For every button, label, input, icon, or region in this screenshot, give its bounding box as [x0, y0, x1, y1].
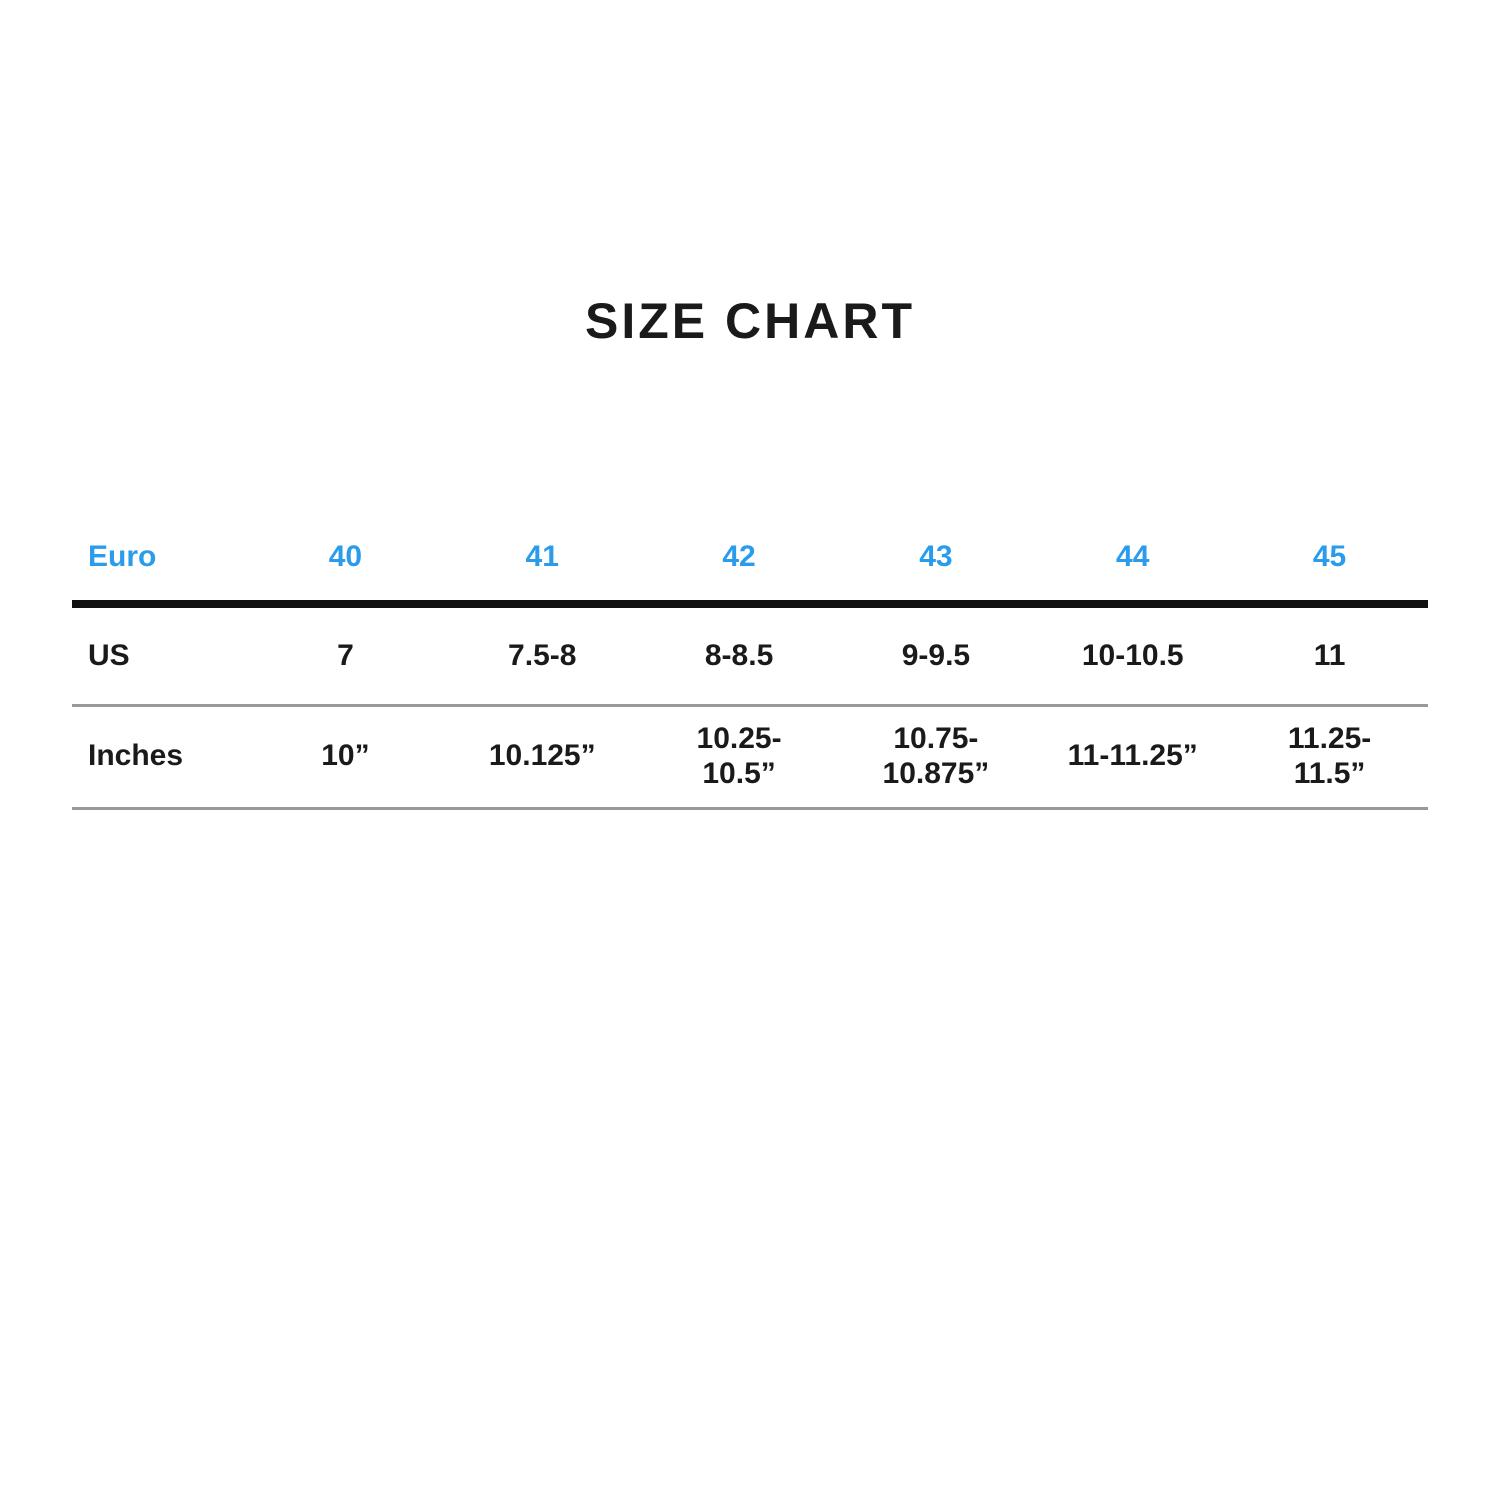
table-row-us: US 7 7.5-8 8-8.5 9-9.5 10-10.5 11 — [72, 604, 1428, 705]
size-chart-table: Euro 40 41 42 43 44 45 US 7 7.5-8 8-8.5 … — [72, 514, 1428, 810]
inches-size-cell: 11-11.25” — [1067, 739, 1198, 773]
inches-size-cell: 10.25- 10.5” — [696, 722, 782, 790]
inches-size-cell: 10.75- 10.875” — [882, 722, 990, 790]
euro-size-cell: 45 — [1312, 539, 1347, 573]
euro-size-cell: 41 — [525, 539, 559, 573]
euro-size-cell: 42 — [722, 539, 756, 573]
euro-size-cell: 43 — [919, 539, 953, 573]
row-label-euro: Euro — [88, 539, 157, 573]
us-size-cell: 9-9.5 — [901, 638, 971, 672]
euro-size-cell: 44 — [1116, 539, 1150, 573]
row-label-inches: Inches — [88, 739, 184, 773]
inches-size-cell: 10.125” — [488, 739, 596, 773]
inches-size-cell: 11.25- 11.5” — [1287, 722, 1372, 790]
us-size-cell: 10-10.5 — [1081, 638, 1184, 672]
us-size-cell: 7.5-8 — [508, 638, 577, 672]
us-size-cell: 7 — [337, 638, 354, 672]
page-title: SIZE CHART — [585, 293, 915, 349]
euro-size-cell: 40 — [328, 539, 363, 573]
us-size-cell: 8-8.5 — [704, 638, 774, 672]
inches-size-cell: 10” — [321, 739, 370, 773]
us-size-cell: 11 — [1313, 638, 1346, 672]
table-row-inches: Inches 10” 10.125” 10.25- 10.5” 10.75- 1… — [72, 705, 1428, 808]
row-label-us: US — [88, 638, 130, 672]
table-row-euro: Euro 40 41 42 43 44 45 — [72, 514, 1428, 604]
